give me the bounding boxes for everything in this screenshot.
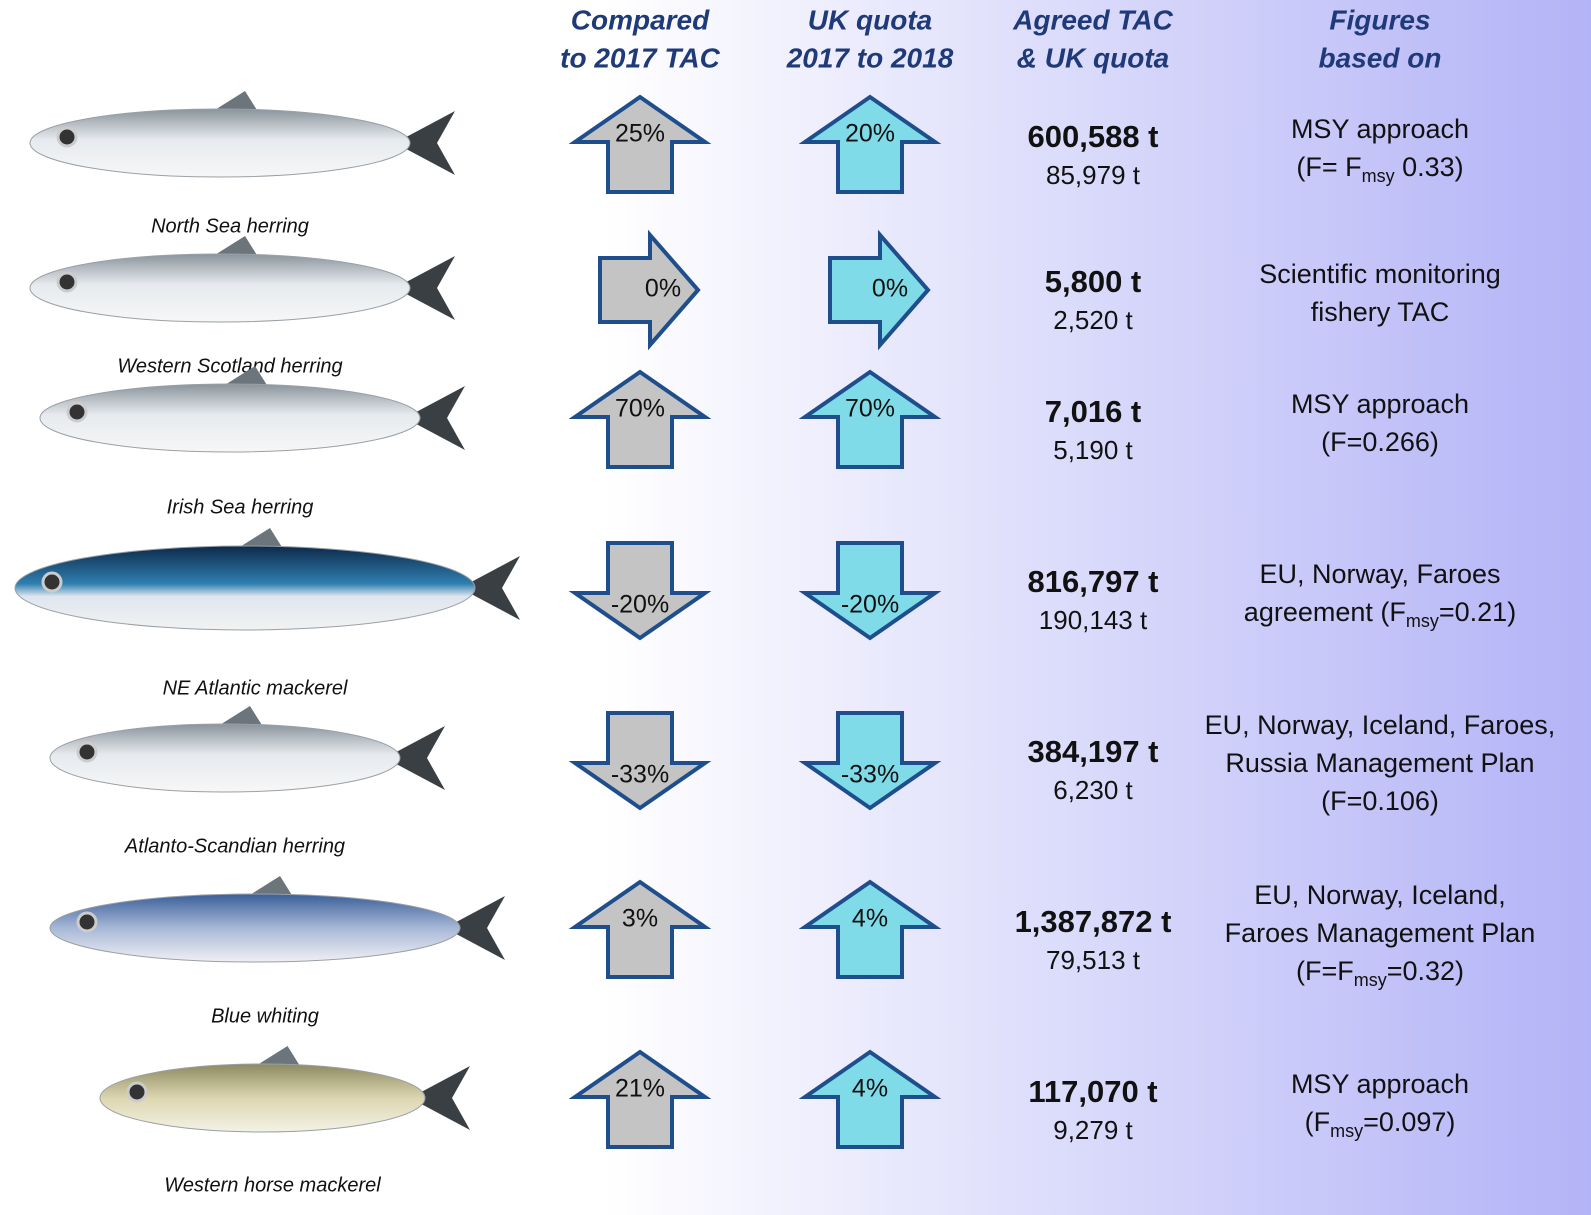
fish-name: North Sea herring bbox=[151, 215, 309, 237]
basis-text: (F= F bbox=[1296, 152, 1361, 182]
uk-change: 0% bbox=[872, 275, 908, 303]
basis-line: Faroes Management Plan bbox=[1225, 918, 1536, 948]
column-header: UK quota bbox=[808, 4, 932, 35]
basis-text: (F=0.106) bbox=[1321, 786, 1439, 816]
tac-change: 0% bbox=[645, 275, 681, 303]
basis-line: EU, Norway, Faroes bbox=[1259, 559, 1500, 589]
fish-eye bbox=[58, 128, 76, 146]
uk-quota: 79,513 t bbox=[1046, 945, 1141, 975]
basis-text: (F bbox=[1305, 1107, 1330, 1137]
uk-quota: 2,520 t bbox=[1053, 305, 1133, 335]
fish-body bbox=[30, 254, 410, 322]
fish-eye bbox=[43, 573, 61, 591]
subscript: msy bbox=[1406, 611, 1439, 631]
fish-eye bbox=[58, 273, 76, 291]
basis-text: EU, Norway, Iceland, Faroes, bbox=[1205, 710, 1556, 740]
agreed-tac: 384,197 t bbox=[1028, 734, 1159, 769]
uk-quota: 9,279 t bbox=[1053, 1115, 1133, 1145]
fish-name: Irish Sea herring bbox=[167, 496, 314, 518]
agreed-tac: 7,016 t bbox=[1045, 394, 1142, 429]
tac-change: 25% bbox=[615, 120, 665, 148]
basis-text: Russia Management Plan bbox=[1225, 748, 1534, 778]
basis-line: (F=0.106) bbox=[1321, 786, 1439, 816]
fish-body bbox=[40, 384, 420, 452]
fish-body bbox=[30, 109, 410, 177]
fish-body bbox=[15, 546, 475, 630]
basis-line: (F=0.266) bbox=[1321, 427, 1439, 457]
basis-text: (F=0.266) bbox=[1321, 427, 1439, 457]
fish-body bbox=[50, 894, 460, 962]
basis-line: Russia Management Plan bbox=[1225, 748, 1534, 778]
fish-name: Western horse mackerel bbox=[164, 1174, 381, 1196]
tac-change: -20% bbox=[611, 591, 669, 619]
fish-name: NE Atlantic mackerel bbox=[163, 677, 348, 699]
uk-quota: 190,143 t bbox=[1039, 605, 1148, 635]
basis-line: MSY approach bbox=[1291, 114, 1469, 144]
basis-line: (Fmsy=0.097) bbox=[1305, 1107, 1456, 1141]
basis-text: MSY approach bbox=[1291, 114, 1469, 144]
fish-eye bbox=[128, 1083, 146, 1101]
uk-change: 70% bbox=[845, 395, 895, 423]
agreed-tac: 1,387,872 t bbox=[1015, 904, 1172, 939]
tac-change: 3% bbox=[622, 905, 658, 933]
column-header: based on bbox=[1319, 42, 1442, 73]
fish-name: Western Scotland herring bbox=[117, 355, 342, 377]
agreed-tac: 600,588 t bbox=[1028, 119, 1159, 154]
basis-text: 0.33) bbox=[1395, 152, 1464, 182]
basis-text: =0.21) bbox=[1439, 597, 1516, 627]
basis-text: Scientific monitoring bbox=[1259, 259, 1501, 289]
page: Compared to 2017 TAC UK quota 2017 to 2018 A… bbox=[0, 0, 1591, 1215]
basis-text: (F=F bbox=[1296, 956, 1354, 986]
basis-text: =0.32) bbox=[1387, 956, 1464, 986]
fish-eye bbox=[68, 403, 86, 421]
agreed-tac: 816,797 t bbox=[1028, 564, 1159, 599]
uk-quota: 5,190 t bbox=[1053, 435, 1133, 465]
column-header: 2017 to 2018 bbox=[786, 42, 954, 73]
column-header: Figures bbox=[1329, 4, 1430, 35]
tac-change: 70% bbox=[615, 395, 665, 423]
uk-quota: 6,230 t bbox=[1053, 775, 1133, 805]
subscript: msy bbox=[1362, 166, 1395, 186]
basis-line: MSY approach bbox=[1291, 389, 1469, 419]
uk-change: -33% bbox=[841, 761, 899, 789]
uk-change: 4% bbox=[852, 905, 888, 933]
basis-text: MSY approach bbox=[1291, 389, 1469, 419]
basis-line: agreement (Fmsy=0.21) bbox=[1244, 597, 1516, 631]
basis-text: MSY approach bbox=[1291, 1069, 1469, 1099]
uk-change: -20% bbox=[841, 591, 899, 619]
basis-text: Faroes Management Plan bbox=[1225, 918, 1536, 948]
tac-change: 21% bbox=[615, 1075, 665, 1103]
basis-text: EU, Norway, Faroes bbox=[1259, 559, 1500, 589]
basis-line: MSY approach bbox=[1291, 1069, 1469, 1099]
basis-text: EU, Norway, Iceland, bbox=[1254, 880, 1506, 910]
infographic: Compared to 2017 TAC UK quota 2017 to 2018 A… bbox=[0, 0, 1591, 1215]
agreed-tac: 5,800 t bbox=[1045, 264, 1142, 299]
subscript: msy bbox=[1330, 1121, 1363, 1141]
fish-name: Atlanto-Scandian herring bbox=[124, 835, 345, 857]
column-header: Compared bbox=[571, 4, 710, 35]
basis-line: EU, Norway, Iceland, Faroes, bbox=[1205, 710, 1556, 740]
agreed-tac: 117,070 t bbox=[1028, 1074, 1157, 1109]
basis-line: Scientific monitoring bbox=[1259, 259, 1501, 289]
column-header: & UK quota bbox=[1017, 42, 1169, 73]
basis-line: fishery TAC bbox=[1311, 297, 1450, 327]
fish-body bbox=[50, 724, 400, 792]
column-header: to 2017 TAC bbox=[560, 42, 721, 73]
basis-line: EU, Norway, Iceland, bbox=[1254, 880, 1506, 910]
fish-body bbox=[100, 1064, 425, 1132]
column-header: Agreed TAC bbox=[1012, 4, 1173, 35]
uk-quota: 85,979 t bbox=[1046, 160, 1141, 190]
fish-eye bbox=[78, 913, 96, 931]
basis-text: agreement (F bbox=[1244, 597, 1406, 627]
uk-change: 20% bbox=[845, 120, 895, 148]
tac-change: -33% bbox=[611, 761, 669, 789]
fish-name: Blue whiting bbox=[211, 1005, 319, 1027]
basis-text: =0.097) bbox=[1363, 1107, 1455, 1137]
subscript: msy bbox=[1354, 970, 1387, 990]
uk-change: 4% bbox=[852, 1075, 888, 1103]
basis-text: fishery TAC bbox=[1311, 297, 1450, 327]
fish-eye bbox=[78, 743, 96, 761]
